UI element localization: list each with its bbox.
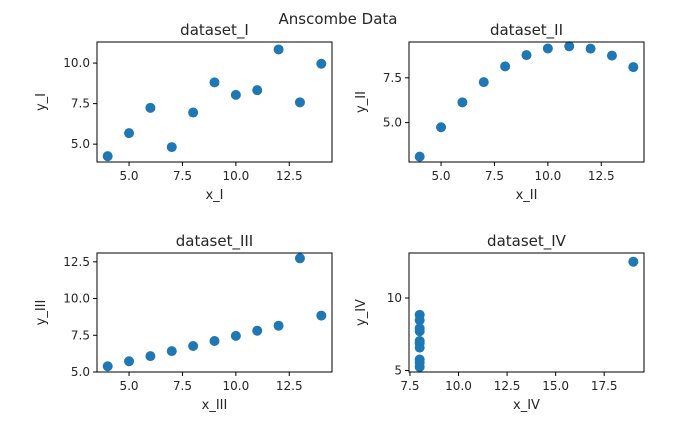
x-axis-label: x_III bbox=[202, 398, 228, 413]
x-axis-label: x_II bbox=[516, 188, 538, 203]
data-point bbox=[124, 128, 135, 139]
data-point bbox=[102, 361, 113, 372]
subplot-1: dataset_I5.0 7.5 10.0 12.55.07.510.0x_Iy_I bbox=[34, 21, 333, 203]
x-axis-label: x_IV bbox=[513, 398, 540, 413]
data-point bbox=[414, 338, 425, 349]
data-point bbox=[294, 253, 305, 264]
y-axis-label: y_II bbox=[354, 91, 369, 113]
y-tick-label: 10 bbox=[387, 291, 402, 305]
subplot-2: dataset_II 5.0 7.5 10.0 12.5 5.0 7.5 x_II y_II bbox=[354, 21, 645, 203]
x-tick-label: 12.5 bbox=[588, 169, 615, 183]
y-tick-label: 7.5 bbox=[71, 328, 90, 342]
y-tick-label: 12.5 bbox=[63, 255, 90, 269]
plot-frame bbox=[408, 252, 645, 373]
x-tick-label: 12.5 bbox=[494, 379, 521, 393]
subplot-3: dataset_III 5.0 7.5 10.0 12.5 5.0 7.5 10.0 12.5 x… bbox=[34, 232, 333, 413]
x-tick-label: 10.0 bbox=[223, 379, 250, 393]
data-point bbox=[478, 77, 489, 88]
y-tick-label: 7.5 bbox=[383, 71, 402, 85]
data-point bbox=[273, 320, 284, 331]
x-tick-label: 5.0 bbox=[431, 169, 450, 183]
y-tick-label: 5 bbox=[394, 364, 402, 378]
x-tick-label: 10.0 bbox=[445, 379, 472, 393]
y-axis-label: y_III bbox=[34, 300, 49, 326]
data-point bbox=[145, 351, 156, 362]
data-point bbox=[124, 356, 135, 367]
data-point bbox=[542, 43, 553, 54]
y-tick-label: 5.0 bbox=[71, 365, 90, 379]
data-point bbox=[230, 330, 241, 341]
data-point bbox=[316, 310, 327, 321]
data-point bbox=[273, 44, 284, 55]
data-point bbox=[166, 346, 177, 357]
data-point bbox=[414, 323, 425, 334]
y-tick-label: 10.0 bbox=[63, 56, 90, 70]
data-point bbox=[188, 107, 199, 118]
data-point bbox=[457, 97, 468, 108]
x-tick-label: 5.0 bbox=[119, 379, 138, 393]
data-point bbox=[316, 58, 327, 69]
plot-frame bbox=[408, 41, 645, 163]
y-tick-label: 5.0 bbox=[383, 116, 402, 130]
data-point bbox=[414, 357, 425, 368]
data-point bbox=[209, 77, 220, 88]
x-tick-label: 7.5 bbox=[173, 169, 192, 183]
data-point bbox=[628, 256, 639, 267]
plot-frame bbox=[96, 41, 333, 163]
data-point bbox=[628, 62, 639, 73]
data-point bbox=[414, 315, 425, 326]
data-point bbox=[564, 41, 575, 52]
data-point bbox=[414, 151, 425, 162]
data-point bbox=[209, 336, 220, 347]
y-axis-label: y_IV bbox=[354, 299, 369, 326]
subplot-title: dataset_I bbox=[180, 21, 249, 40]
subplot-title: dataset_IV bbox=[487, 232, 567, 251]
data-point bbox=[166, 142, 177, 153]
data-point bbox=[436, 122, 447, 133]
x-axis-label: x_I bbox=[205, 188, 223, 203]
x-tick-label: 7.5 bbox=[400, 379, 419, 393]
plot-frame bbox=[96, 252, 333, 373]
x-tick-label: 15.0 bbox=[542, 379, 569, 393]
x-tick-label: 17.5 bbox=[591, 379, 618, 393]
data-point bbox=[252, 325, 263, 336]
subplot-title: dataset_III bbox=[176, 232, 253, 251]
data-point bbox=[585, 43, 596, 54]
data-point bbox=[230, 89, 241, 100]
data-point bbox=[145, 102, 156, 113]
data-point bbox=[188, 340, 199, 351]
data-point bbox=[606, 50, 617, 61]
x-tick-label: 7.5 bbox=[485, 169, 504, 183]
y-axis-label: y_I bbox=[34, 93, 49, 111]
y-tick-label: 7.5 bbox=[71, 97, 90, 111]
data-point bbox=[500, 61, 511, 72]
subplot-4: dataset_IV 7.5 10.0 12.5 15.0 17.5 5 10 x_IV y_IV bbox=[354, 232, 645, 413]
x-tick-label: 12.5 bbox=[276, 169, 303, 183]
subplot-title: dataset_II bbox=[490, 21, 563, 40]
data-point bbox=[294, 97, 305, 108]
x-tick-label: 5.0 bbox=[119, 169, 138, 183]
x-tick-label: 10.0 bbox=[223, 169, 250, 183]
data-point bbox=[252, 85, 263, 96]
data-point bbox=[102, 151, 113, 162]
y-tick-label: 10.0 bbox=[63, 292, 90, 306]
y-tick-label: 5.0 bbox=[71, 137, 90, 151]
figure-title: Anscombe Data bbox=[279, 10, 398, 28]
subplot-grid: dataset_I5.0 7.5 10.0 12.55.07.510.0x_Iy_Id… bbox=[34, 21, 645, 413]
x-tick-label: 12.5 bbox=[276, 379, 303, 393]
x-tick-label: 10.0 bbox=[535, 169, 562, 183]
x-tick-label: 7.5 bbox=[173, 379, 192, 393]
data-point bbox=[521, 50, 532, 61]
